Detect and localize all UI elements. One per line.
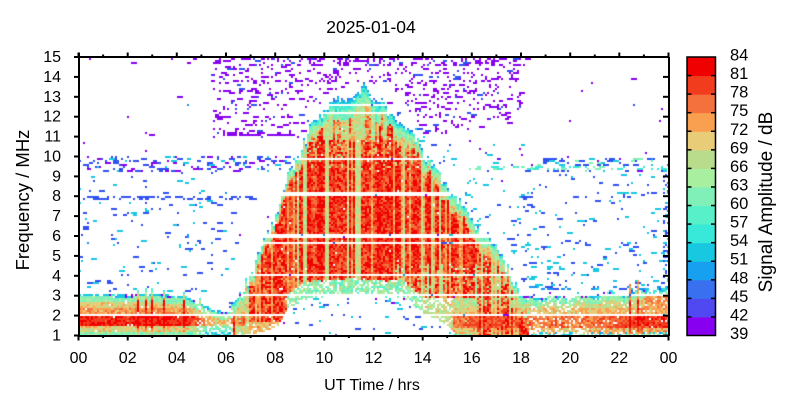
svg-text:11: 11 xyxy=(44,129,61,146)
svg-text:02: 02 xyxy=(119,350,137,367)
svg-text:4: 4 xyxy=(52,268,61,285)
svg-text:16: 16 xyxy=(463,350,481,367)
svg-text:81: 81 xyxy=(730,65,748,83)
svg-text:1: 1 xyxy=(52,328,61,345)
svg-text:10: 10 xyxy=(315,350,333,367)
svg-text:12: 12 xyxy=(365,350,383,367)
svg-text:42: 42 xyxy=(730,306,748,324)
svg-text:20: 20 xyxy=(561,350,579,367)
svg-text:22: 22 xyxy=(610,350,628,367)
svg-text:84: 84 xyxy=(730,47,748,65)
svg-text:57: 57 xyxy=(730,214,748,232)
svg-text:Signal Amplitude / dB: Signal Amplitude / dB xyxy=(756,112,777,293)
svg-text:7: 7 xyxy=(52,208,61,225)
svg-text:04: 04 xyxy=(168,350,186,367)
svg-text:13: 13 xyxy=(43,89,61,106)
svg-text:14: 14 xyxy=(414,350,432,367)
svg-text:Frequency / MHz: Frequency / MHz xyxy=(12,130,33,271)
svg-text:5: 5 xyxy=(52,248,61,265)
svg-text:48: 48 xyxy=(730,269,748,287)
svg-text:6: 6 xyxy=(52,228,61,245)
svg-text:69: 69 xyxy=(730,139,748,157)
svg-text:66: 66 xyxy=(730,158,748,176)
svg-text:60: 60 xyxy=(730,195,748,213)
svg-text:10: 10 xyxy=(43,149,61,166)
svg-text:15: 15 xyxy=(43,49,61,66)
svg-text:2: 2 xyxy=(52,308,61,325)
svg-text:14: 14 xyxy=(43,69,61,86)
svg-text:9: 9 xyxy=(52,168,61,185)
svg-text:00: 00 xyxy=(660,350,678,367)
svg-text:63: 63 xyxy=(730,176,748,194)
svg-text:72: 72 xyxy=(730,121,748,139)
svg-text:3: 3 xyxy=(52,288,61,305)
svg-text:51: 51 xyxy=(730,251,748,269)
svg-text:54: 54 xyxy=(730,232,748,250)
svg-text:75: 75 xyxy=(730,102,748,120)
svg-text:45: 45 xyxy=(730,288,748,306)
svg-text:08: 08 xyxy=(266,350,284,367)
svg-text:8: 8 xyxy=(52,188,61,205)
svg-text:39: 39 xyxy=(730,325,748,343)
svg-text:00: 00 xyxy=(70,350,88,367)
svg-text:UT Time / hrs: UT Time / hrs xyxy=(324,377,420,394)
svg-text:2025-01-04: 2025-01-04 xyxy=(326,17,416,37)
svg-text:06: 06 xyxy=(217,350,235,367)
svg-text:78: 78 xyxy=(730,84,748,102)
svg-text:12: 12 xyxy=(43,109,61,126)
svg-text:18: 18 xyxy=(512,350,530,367)
